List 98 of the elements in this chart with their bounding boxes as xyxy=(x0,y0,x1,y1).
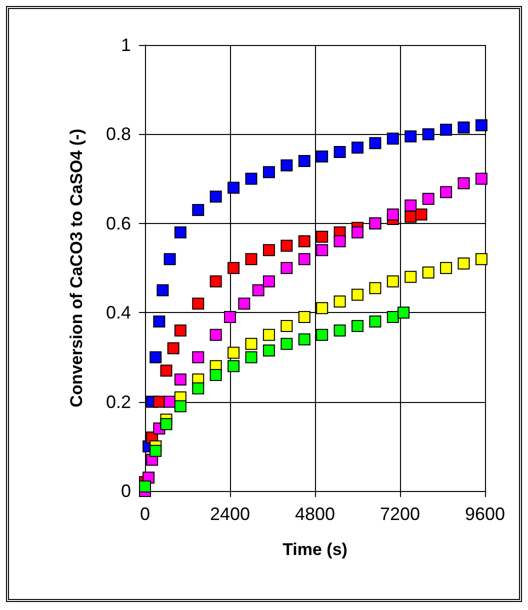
point xyxy=(262,275,275,288)
point xyxy=(228,262,240,274)
point xyxy=(150,351,162,364)
point xyxy=(415,208,428,220)
point xyxy=(298,235,310,248)
point xyxy=(262,344,275,357)
point xyxy=(369,137,382,150)
point xyxy=(245,351,258,364)
y-tick-label: 0.2 xyxy=(106,392,131,412)
point xyxy=(440,262,452,274)
point xyxy=(280,240,293,252)
point xyxy=(316,150,328,162)
point xyxy=(352,142,364,154)
point xyxy=(475,119,488,132)
x-tick-label: 4800 xyxy=(294,504,336,524)
point xyxy=(298,154,310,167)
point xyxy=(153,316,166,328)
point xyxy=(404,270,417,283)
point xyxy=(334,235,346,248)
point xyxy=(139,480,151,493)
point xyxy=(458,122,470,134)
point xyxy=(210,369,222,382)
point xyxy=(298,253,310,266)
point xyxy=(160,418,172,430)
point xyxy=(386,275,399,288)
point xyxy=(228,346,240,359)
y-axis-title: Conversion of CaCO3 to CaSO4 (-) xyxy=(67,128,86,408)
point xyxy=(280,320,293,332)
point xyxy=(440,124,452,136)
point xyxy=(280,159,293,172)
point xyxy=(334,295,346,308)
x-tick-label: 2400 xyxy=(210,504,250,524)
x-axis-title: Time (s) xyxy=(282,540,348,559)
point xyxy=(252,284,264,296)
point xyxy=(150,444,162,457)
point xyxy=(192,204,204,216)
point xyxy=(224,311,236,324)
point xyxy=(245,338,258,350)
point xyxy=(164,253,176,266)
point xyxy=(210,328,222,341)
point xyxy=(228,360,240,372)
point xyxy=(386,132,399,145)
point xyxy=(369,316,382,328)
point xyxy=(458,258,470,270)
point xyxy=(210,275,222,288)
point xyxy=(210,190,222,203)
point xyxy=(422,192,434,205)
point xyxy=(160,364,172,377)
point xyxy=(156,284,169,296)
point xyxy=(458,177,470,190)
point xyxy=(280,262,293,274)
point xyxy=(404,200,417,212)
point xyxy=(475,172,488,185)
y-tick-label: 1 xyxy=(120,35,131,55)
point xyxy=(245,172,258,185)
x-tick-label: 0 xyxy=(140,504,150,524)
point xyxy=(262,244,275,256)
point xyxy=(192,351,204,364)
point xyxy=(398,306,410,319)
point xyxy=(334,146,346,158)
point xyxy=(334,324,346,336)
point xyxy=(167,342,180,354)
point xyxy=(174,226,186,238)
x-tick-label: 7200 xyxy=(380,504,420,524)
x-tick-label: 9600 xyxy=(464,504,506,524)
point xyxy=(316,230,328,243)
y-tick-label: 0.6 xyxy=(106,213,131,234)
point xyxy=(298,333,310,346)
point xyxy=(316,244,328,256)
point xyxy=(369,282,382,294)
point xyxy=(280,338,293,350)
point xyxy=(174,324,186,336)
point xyxy=(174,400,186,412)
point xyxy=(352,320,364,332)
point xyxy=(422,128,434,140)
point xyxy=(440,186,452,198)
point xyxy=(386,208,399,220)
point xyxy=(192,298,204,310)
point xyxy=(404,130,417,142)
y-tick-label: 0.8 xyxy=(106,124,131,144)
point xyxy=(352,226,364,238)
y-tick-label: 0 xyxy=(120,481,131,501)
point xyxy=(238,298,250,310)
point xyxy=(262,328,275,341)
point xyxy=(153,396,166,408)
point xyxy=(316,328,328,341)
point xyxy=(262,166,275,178)
point xyxy=(386,311,399,324)
point xyxy=(228,182,240,194)
point xyxy=(298,311,310,324)
point xyxy=(352,288,364,301)
point xyxy=(475,253,488,266)
point xyxy=(316,302,328,314)
point xyxy=(422,266,434,278)
point xyxy=(192,382,204,394)
y-tick-label: 0.4 xyxy=(106,302,131,323)
point xyxy=(245,253,258,266)
point xyxy=(174,374,186,386)
